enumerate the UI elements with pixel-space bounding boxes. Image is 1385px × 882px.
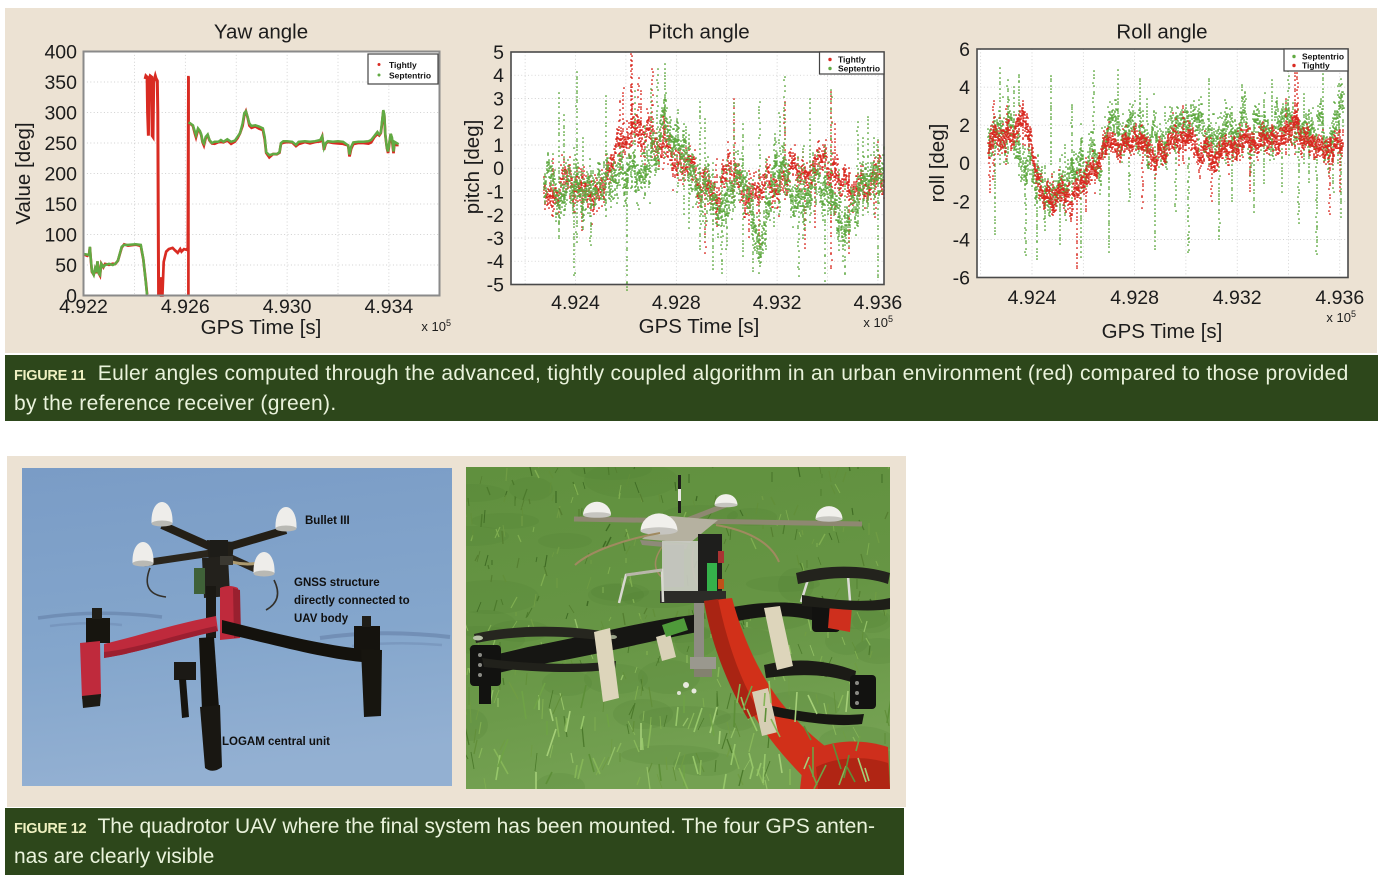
svg-text:-3: -3 <box>487 228 504 250</box>
svg-text:5: 5 <box>493 42 504 64</box>
svg-text:Septentrio: Septentrio <box>1302 52 1344 62</box>
svg-text:200: 200 <box>44 164 77 186</box>
svg-text:4.924: 4.924 <box>1008 287 1057 309</box>
svg-text:300: 300 <box>44 103 77 125</box>
svg-text:Value [deg]: Value [deg] <box>12 122 35 224</box>
svg-text:Roll angle: Roll angle <box>1116 21 1207 44</box>
svg-text:350: 350 <box>44 72 77 94</box>
svg-text:0: 0 <box>493 158 504 180</box>
svg-text:-6: -6 <box>953 268 970 290</box>
svg-text:directly connected to: directly connected to <box>294 595 410 607</box>
svg-text:-4: -4 <box>953 229 970 251</box>
svg-text:GNSS structure: GNSS structure <box>294 577 380 589</box>
svg-text:-5: -5 <box>487 275 504 297</box>
svg-text:3: 3 <box>493 89 504 111</box>
svg-text:4: 4 <box>959 77 970 99</box>
svg-text:pitch [deg]: pitch [deg] <box>461 120 484 215</box>
svg-text:400: 400 <box>44 42 77 64</box>
svg-text:Bullet III: Bullet III <box>305 515 350 527</box>
svg-text:Tightly: Tightly <box>389 60 417 70</box>
svg-text:250: 250 <box>44 133 77 155</box>
svg-text:100: 100 <box>44 225 77 247</box>
svg-text:2: 2 <box>493 112 504 134</box>
svg-text:Septentrio: Septentrio <box>838 64 880 74</box>
svg-text:0: 0 <box>959 153 970 175</box>
svg-text:x 105: x 105 <box>421 318 451 334</box>
svg-text:GPS Time [s]: GPS Time [s] <box>201 316 322 339</box>
svg-text:4.928: 4.928 <box>1110 287 1159 309</box>
svg-text:4.926: 4.926 <box>161 296 210 318</box>
svg-text:Tightly: Tightly <box>838 55 866 65</box>
svg-text:GPS Time [s]: GPS Time [s] <box>1102 320 1223 343</box>
svg-text:4.922: 4.922 <box>59 296 108 318</box>
svg-text:4.936: 4.936 <box>853 292 902 314</box>
svg-text:50: 50 <box>55 255 77 277</box>
svg-text:UAV body: UAV body <box>294 613 349 625</box>
svg-text:Septentrio: Septentrio <box>389 71 431 81</box>
svg-text:Tightly: Tightly <box>1302 61 1330 71</box>
svg-text:4.936: 4.936 <box>1315 287 1364 309</box>
svg-text:x 105: x 105 <box>1326 309 1356 325</box>
svg-text:4: 4 <box>493 65 504 87</box>
svg-text:4.932: 4.932 <box>753 292 802 314</box>
svg-text:-4: -4 <box>487 251 504 273</box>
svg-text:150: 150 <box>44 194 77 216</box>
svg-text:roll [deg]: roll [deg] <box>926 124 949 203</box>
svg-text:GPS Time [s]: GPS Time [s] <box>639 315 760 338</box>
svg-text:x 105: x 105 <box>863 314 893 330</box>
svg-text:LOGAM central unit: LOGAM central unit <box>222 736 330 748</box>
svg-text:4.930: 4.930 <box>263 296 312 318</box>
svg-text:Pitch angle: Pitch angle <box>648 21 749 44</box>
svg-text:0: 0 <box>66 286 77 308</box>
svg-text:4.924: 4.924 <box>551 292 600 314</box>
svg-text:1: 1 <box>493 135 504 157</box>
svg-text:4.934: 4.934 <box>364 296 413 318</box>
svg-text:-1: -1 <box>487 182 504 204</box>
svg-text:4.932: 4.932 <box>1213 287 1262 309</box>
svg-text:2: 2 <box>959 115 970 137</box>
svg-text:Yaw angle: Yaw angle <box>214 21 308 44</box>
svg-text:6: 6 <box>959 39 970 61</box>
svg-text:-2: -2 <box>487 205 504 227</box>
svg-text:-2: -2 <box>953 191 970 213</box>
svg-text:4.928: 4.928 <box>652 292 701 314</box>
